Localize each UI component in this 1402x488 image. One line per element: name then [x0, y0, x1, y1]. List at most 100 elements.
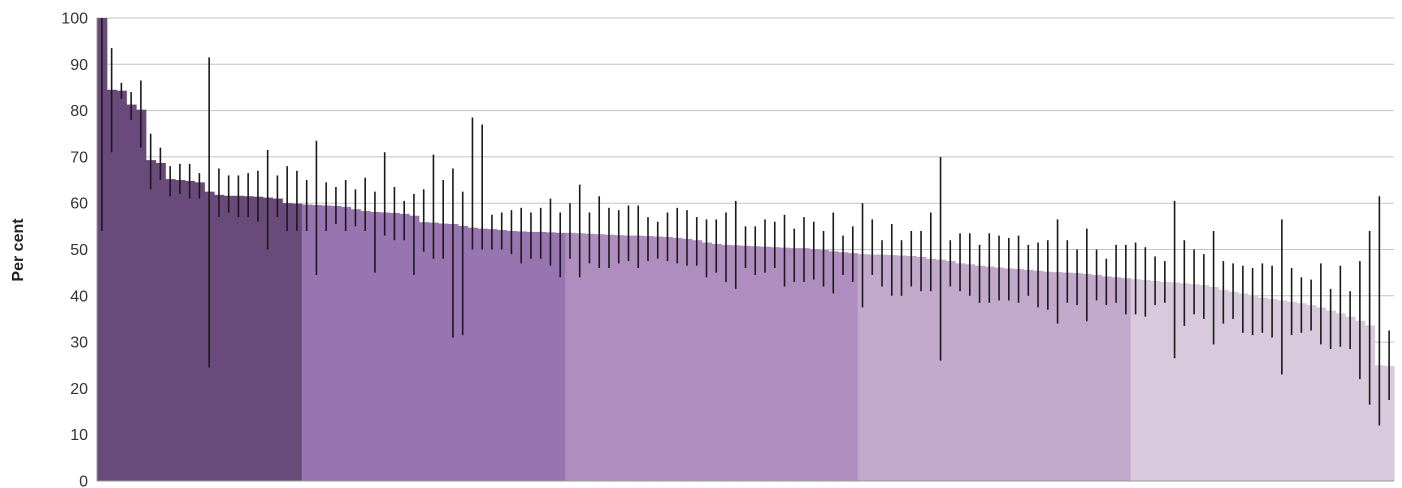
- bar: [1140, 280, 1151, 481]
- y-tick-label: 10: [70, 427, 88, 444]
- bar: [350, 209, 361, 481]
- bar: [214, 194, 225, 481]
- bar: [935, 259, 947, 481]
- bar: [682, 238, 693, 481]
- axes: [96, 18, 1394, 482]
- bar: [145, 160, 157, 481]
- bar: [379, 212, 391, 481]
- bar: [262, 197, 274, 481]
- y-tick-label: 70: [70, 149, 88, 166]
- bar: [1384, 366, 1395, 481]
- bar: [155, 162, 166, 482]
- bar: [565, 232, 576, 481]
- bar: [1169, 282, 1181, 481]
- bar: [916, 256, 927, 481]
- bar: [604, 234, 615, 481]
- bar: [331, 205, 342, 482]
- bar: [389, 212, 400, 482]
- y-tick-label: 20: [70, 381, 88, 398]
- bar: [1120, 278, 1132, 481]
- bar: [652, 236, 664, 481]
- bar: [1237, 293, 1249, 481]
- bar: [594, 234, 605, 481]
- bar: [1198, 285, 1210, 481]
- bar: [974, 265, 986, 481]
- bar: [1101, 276, 1112, 481]
- bar: [964, 264, 976, 481]
- bar: [457, 225, 469, 481]
- bar: [1111, 277, 1122, 481]
- bar: [106, 89, 118, 481]
- bar: [360, 211, 371, 481]
- y-tick-label: 30: [70, 335, 88, 352]
- bar: [526, 231, 537, 481]
- bar: [1286, 301, 1298, 481]
- y-tick-label: 100: [61, 11, 88, 28]
- bar: [1257, 297, 1268, 481]
- bar: [799, 248, 810, 481]
- bar: [243, 196, 254, 481]
- bar: [633, 235, 644, 481]
- bar: [779, 247, 790, 481]
- bar: [467, 227, 478, 481]
- bar: [1335, 313, 1346, 481]
- bar: [1296, 303, 1307, 481]
- bar: [321, 205, 332, 481]
- bar: [370, 212, 381, 481]
- bar: [1315, 307, 1327, 482]
- bar: [1062, 272, 1073, 481]
- y-tick-label: 90: [70, 57, 88, 74]
- bar: [750, 246, 761, 481]
- y-axis-label: Per cent: [10, 218, 27, 282]
- bar: [877, 254, 888, 481]
- bar: [691, 240, 703, 481]
- bar: [721, 244, 732, 481]
- bar: [994, 267, 1005, 481]
- bar: [1042, 271, 1054, 481]
- bar: [1023, 269, 1034, 481]
- bar: [672, 237, 683, 481]
- bar: [740, 245, 751, 481]
- y-tick-label: 50: [70, 242, 88, 259]
- bar: [1159, 281, 1171, 481]
- bar: [1208, 287, 1220, 481]
- bar: [487, 229, 498, 481]
- bar: [233, 195, 244, 482]
- bar: [1052, 272, 1064, 481]
- bar: [808, 249, 820, 481]
- bar: [857, 254, 868, 481]
- bar: [623, 235, 634, 481]
- bar: [516, 231, 527, 481]
- bar: [418, 222, 430, 481]
- bar: [925, 258, 937, 481]
- bar: [1081, 274, 1093, 481]
- bar: [945, 261, 956, 481]
- bar: [1218, 289, 1229, 481]
- bar: [1228, 291, 1239, 481]
- bar: [1247, 295, 1259, 481]
- bar: [1091, 274, 1103, 481]
- bar: [662, 237, 673, 481]
- bar: [126, 104, 137, 481]
- bar: [701, 242, 712, 481]
- bar: [1013, 268, 1025, 481]
- bar: [272, 198, 283, 481]
- bar: [955, 263, 966, 481]
- bar: [1306, 305, 1317, 481]
- bar: [1267, 299, 1278, 481]
- bar: [496, 230, 508, 481]
- y-tick-label: 80: [70, 103, 88, 120]
- bar: [1130, 279, 1142, 481]
- bar: [506, 230, 517, 481]
- bar: [184, 180, 196, 482]
- bar: [545, 232, 556, 481]
- bar: [1072, 273, 1083, 481]
- bar: [282, 203, 293, 481]
- bar: [711, 243, 722, 481]
- bar: [292, 203, 303, 481]
- bar: [194, 182, 205, 481]
- bar: [116, 90, 127, 481]
- y-axis-ticks: 0 10 20 30 40 50 60 70 80 90 100: [61, 11, 88, 488]
- bar: [789, 248, 800, 481]
